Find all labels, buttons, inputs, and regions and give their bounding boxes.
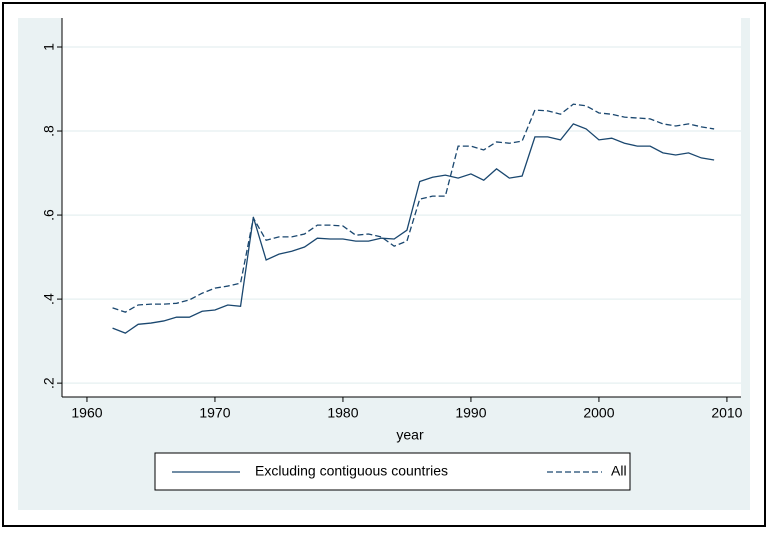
y-tick-label: .4 — [41, 293, 57, 305]
y-tick-label: .8 — [41, 125, 57, 137]
legend-label: All — [611, 463, 627, 479]
x-tick-label: 1980 — [327, 405, 358, 421]
x-axis-label: year — [396, 427, 424, 443]
y-tick-label: .2 — [41, 377, 57, 389]
y-tick-label: 1 — [41, 43, 57, 51]
x-tick-label: 2000 — [583, 405, 614, 421]
x-tick-label: 1990 — [455, 405, 486, 421]
series-line — [112, 123, 715, 334]
legend-label: Excluding contiguous countries — [255, 463, 448, 479]
x-tick-label: 1970 — [199, 405, 230, 421]
y-tick-label: .6 — [41, 209, 57, 221]
series-line — [112, 103, 715, 313]
x-tick-label: 2010 — [711, 405, 742, 421]
x-tick-label: 1960 — [71, 405, 102, 421]
plot-region — [62, 18, 741, 397]
